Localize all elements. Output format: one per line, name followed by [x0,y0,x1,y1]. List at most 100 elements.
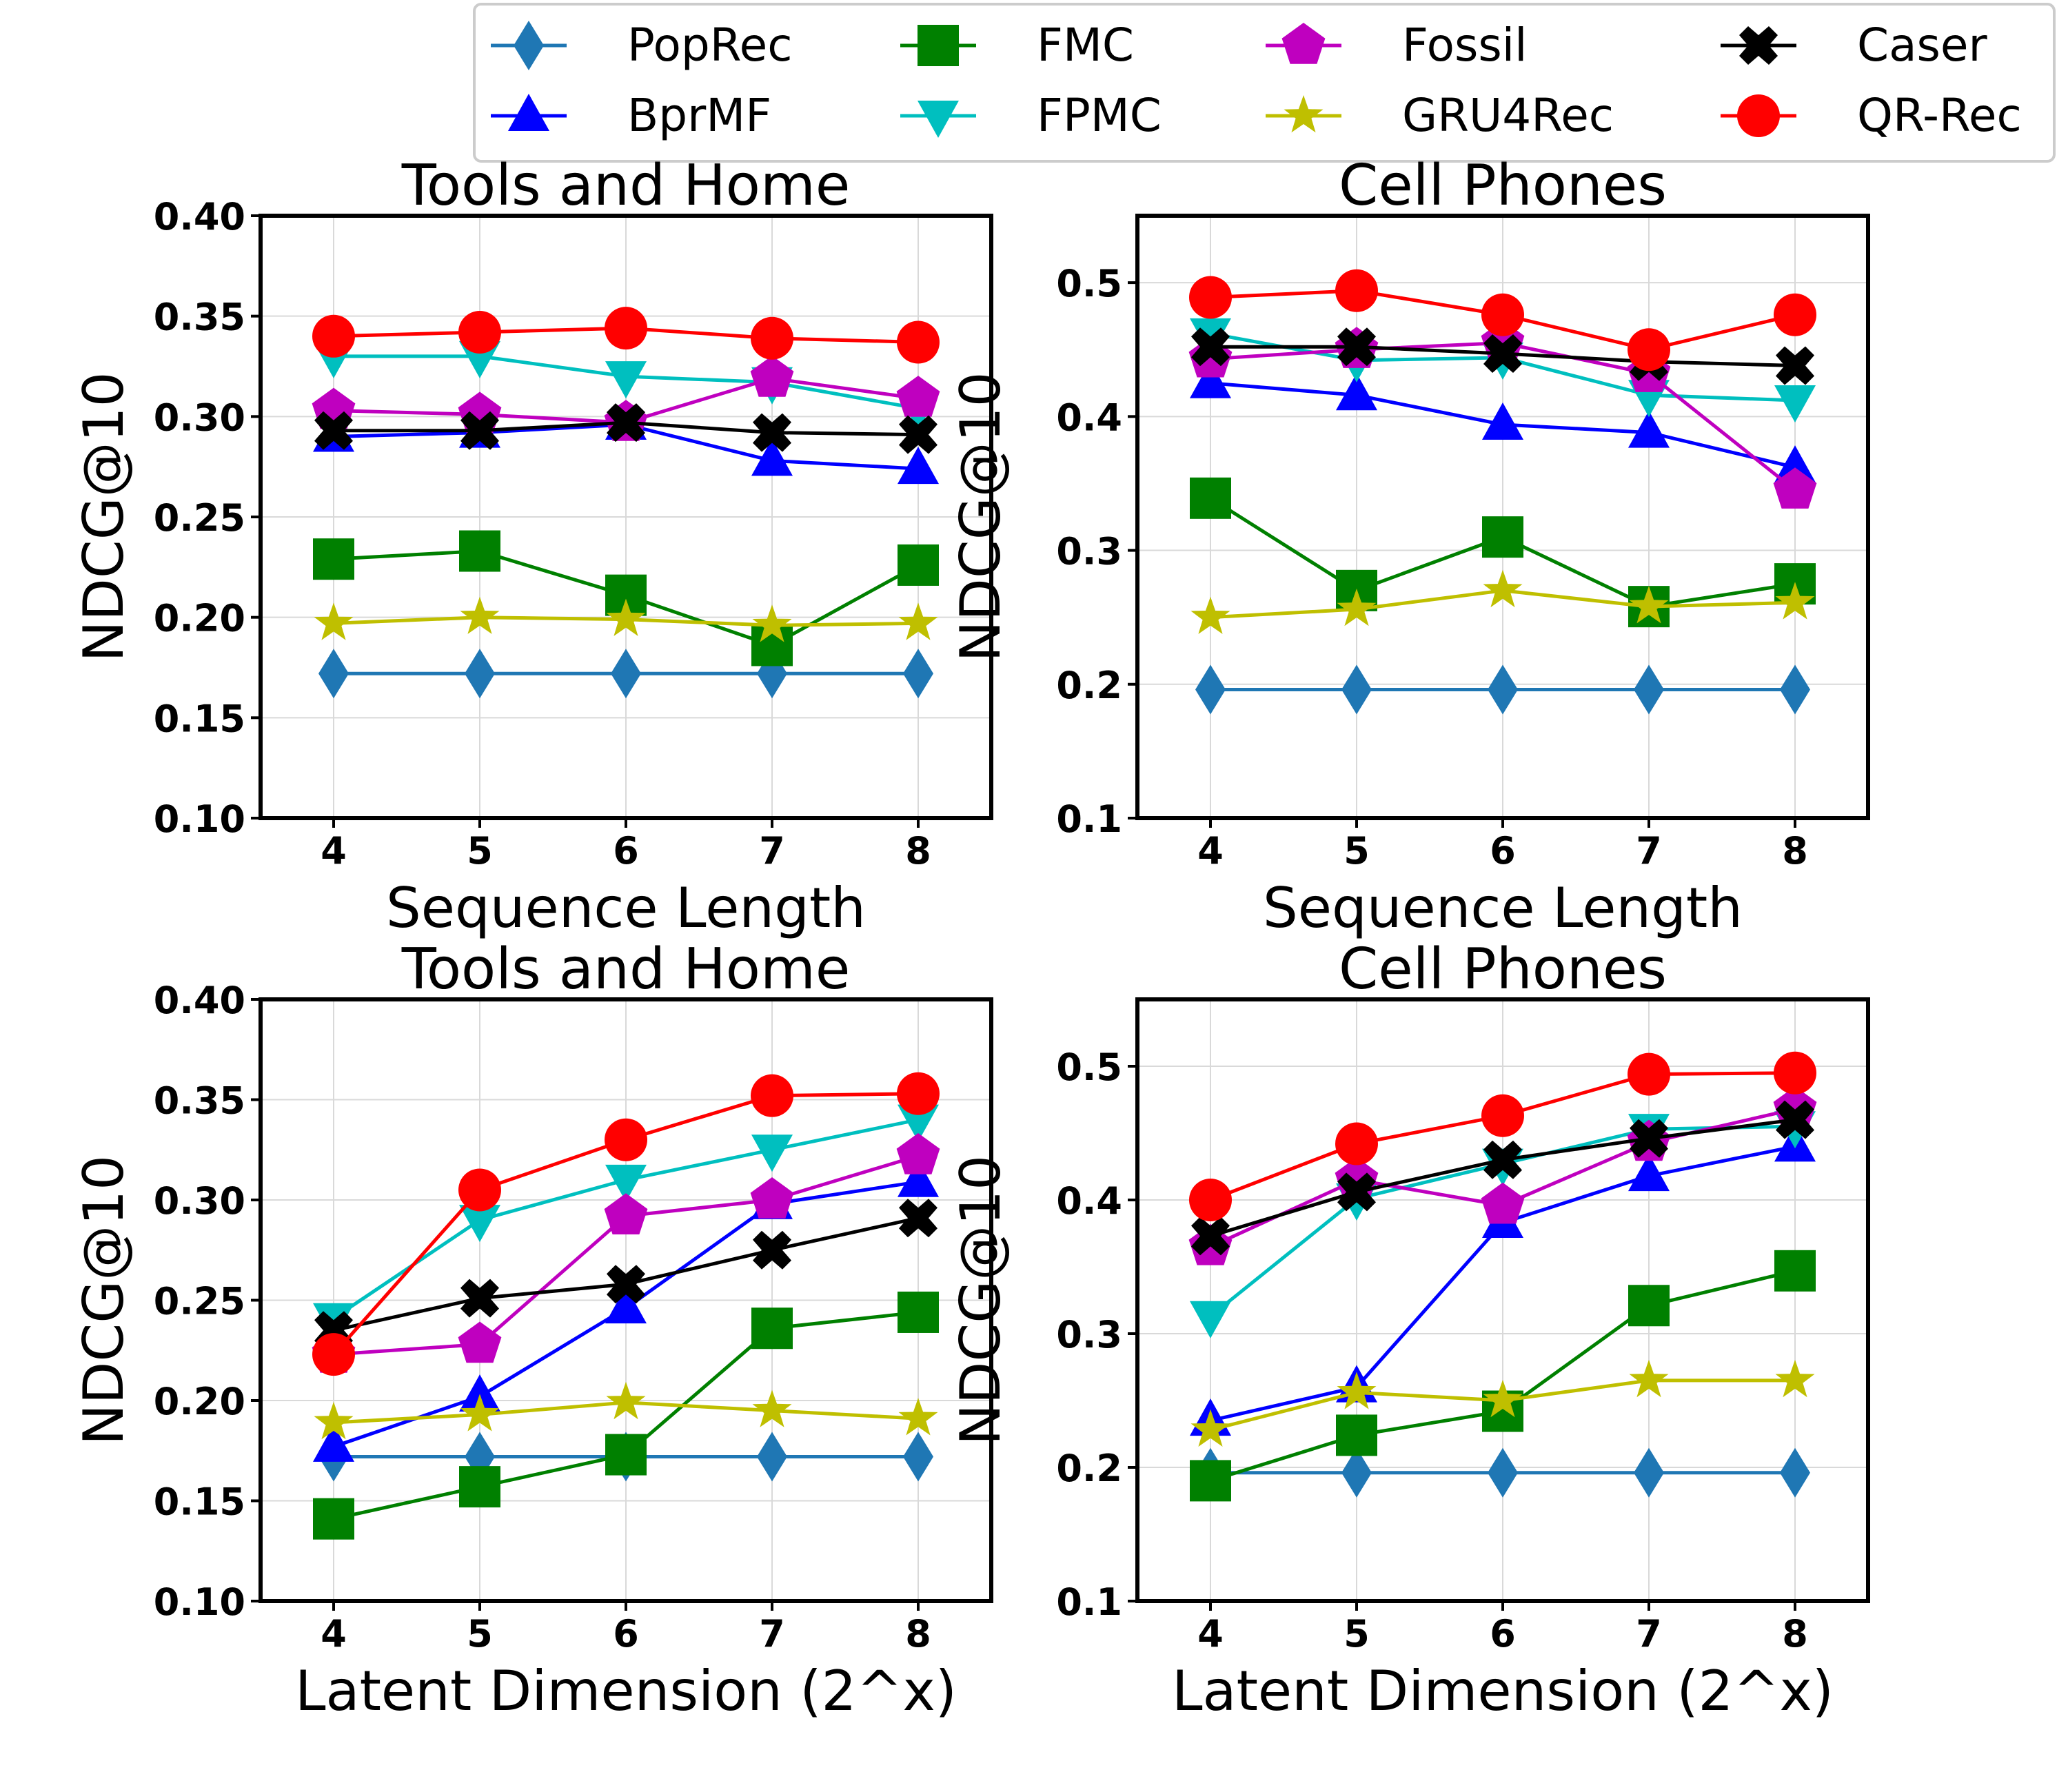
legend-marker [514,21,544,70]
data-point [606,1381,646,1420]
legend-entry-caser: Caser [1721,19,1988,72]
data-point [313,1498,354,1540]
y-tick-label: 0.1 [1056,1580,1122,1624]
data-point [465,649,495,699]
data-point [899,415,937,454]
data-point [458,1168,501,1212]
chart-title: Cell Phones [1339,937,1667,1002]
data-point [1341,1447,1372,1498]
data-point [314,602,354,640]
data-point [607,1265,645,1304]
data-point [1780,664,1810,715]
series-caser [1191,1100,1814,1256]
data-point [898,602,938,640]
data-point [753,1230,791,1270]
data-point [605,1286,647,1324]
data-point [1337,1372,1377,1409]
data-point [1189,276,1232,319]
data-point [1481,1182,1525,1224]
data-point [1190,477,1231,519]
data-point [896,1133,940,1174]
y-tick-label: 0.40 [154,195,245,238]
data-point [313,538,354,580]
data-point [1189,1179,1232,1221]
y-tick-label: 0.30 [154,1179,245,1223]
legend-entry-fossil: Fossil [1266,19,1527,72]
y-axis-label: NDCG@10 [72,371,136,662]
series-fmc [1190,1250,1816,1502]
y-tick-label: 0.20 [154,1380,245,1423]
x-tick-label: 7 [759,1612,785,1656]
data-point [750,1177,794,1219]
x-tick-label: 6 [613,829,639,873]
data-point [751,1307,793,1350]
y-tick-label: 0.10 [154,1580,245,1624]
data-point [898,447,939,485]
y-tick-label: 0.2 [1056,1447,1122,1490]
data-point [903,649,933,699]
data-point [1629,586,1669,624]
x-tick-label: 4 [1197,1612,1224,1656]
data-point [458,1321,502,1363]
series-caser [314,403,937,454]
data-point [605,1164,647,1202]
data-point [1628,410,1670,448]
data-point [752,604,792,642]
data-point [1488,1447,1518,1498]
x-tick-label: 8 [905,829,931,873]
data-point [903,1432,933,1482]
data-point [1335,269,1378,312]
y-tick-label: 0.1 [1056,797,1122,841]
legend-entry-qr-rec: QR-Rec [1721,89,2022,142]
data-point [607,403,645,442]
data-point [757,1432,787,1482]
data-point [1482,402,1523,440]
x-tick-label: 8 [1782,829,1808,873]
y-axis-label: NDCG@10 [949,1155,1013,1445]
legend-label: PopRec [627,19,793,72]
chart-title: Tools and Home [401,153,851,218]
y-tick-label: 0.3 [1056,530,1122,573]
y-tick-label: 0.20 [154,597,245,640]
y-tick-label: 0.25 [154,496,245,540]
data-point [1776,346,1814,385]
chart-title: Tools and Home [401,937,851,1002]
legend: PopRec FMC Fossil Caser BprMF FPMC GRU4Rec QR-R… [473,3,2056,163]
legend-marker [918,25,959,66]
data-point [611,649,641,699]
data-point [898,544,939,586]
series-qr-rec [312,307,940,364]
y-tick-label: 0.15 [154,697,245,740]
data-point [1190,1460,1231,1502]
data-point [1628,1154,1670,1192]
data-point [1191,327,1230,367]
gridlines [1137,999,1868,1602]
y-tick-label: 0.10 [154,797,245,841]
y-tick-label: 0.2 [1056,664,1122,707]
data-point [1337,1172,1376,1212]
y-tick-label: 0.4 [1056,1179,1122,1223]
data-point [312,314,355,358]
legend-marker [1737,94,1780,137]
data-point [458,310,501,354]
legend-marker [508,94,549,131]
y-tick-label: 0.30 [154,396,245,439]
series-poprec [318,649,933,699]
data-point [1483,569,1523,608]
x-tick-label: 8 [905,1612,931,1656]
data-point [1190,360,1231,398]
x-tick-label: 7 [1636,1612,1662,1656]
data-point [898,1104,939,1142]
data-point [898,1398,938,1436]
x-tick-label: 8 [1782,1612,1808,1656]
data-point [605,361,647,399]
data-point [460,1394,500,1432]
series-qr-rec [1189,1051,1816,1221]
data-point [459,1466,500,1508]
x-axis-label: Sequence Length [1263,876,1743,940]
data-point [1337,327,1376,367]
x-tick-label: 5 [1344,1612,1370,1656]
data-point [751,1134,793,1172]
y-tick-label: 0.40 [154,979,245,1022]
